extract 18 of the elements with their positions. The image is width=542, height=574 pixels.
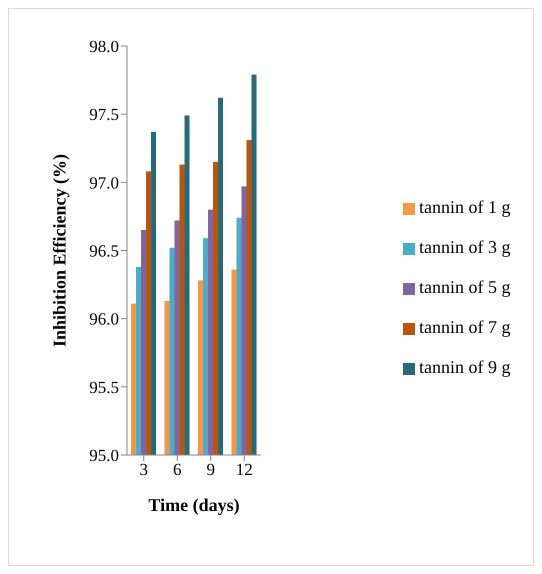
- x-axis-title: Time (days): [148, 495, 240, 515]
- y-tick-label: 98.0: [89, 37, 119, 56]
- legend-label: tannin of 5 g: [419, 277, 510, 297]
- legend-label: tannin of 3 g: [419, 237, 510, 257]
- legend-label: tannin of 9 g: [419, 357, 510, 377]
- y-tick-label: 96.5: [89, 242, 119, 261]
- y-tick-label: 95.0: [89, 446, 119, 466]
- x-tick-label: 6: [173, 460, 182, 480]
- legend-label: tannin of 1 g: [419, 197, 510, 217]
- y-axis-title: Inhibition Efficiency (%): [49, 154, 70, 348]
- x-tick-label: 3: [140, 460, 148, 480]
- x-tick-label: 9: [206, 460, 215, 480]
- legend-label: tannin of 7 g: [419, 317, 510, 337]
- y-tick-label: 97.5: [89, 105, 119, 124]
- y-tick-label: 95.5: [89, 378, 119, 397]
- y-tick-label: 97.0: [89, 173, 119, 192]
- x-tick-label: 12: [236, 460, 253, 480]
- y-tick-label: 96.0: [89, 310, 119, 329]
